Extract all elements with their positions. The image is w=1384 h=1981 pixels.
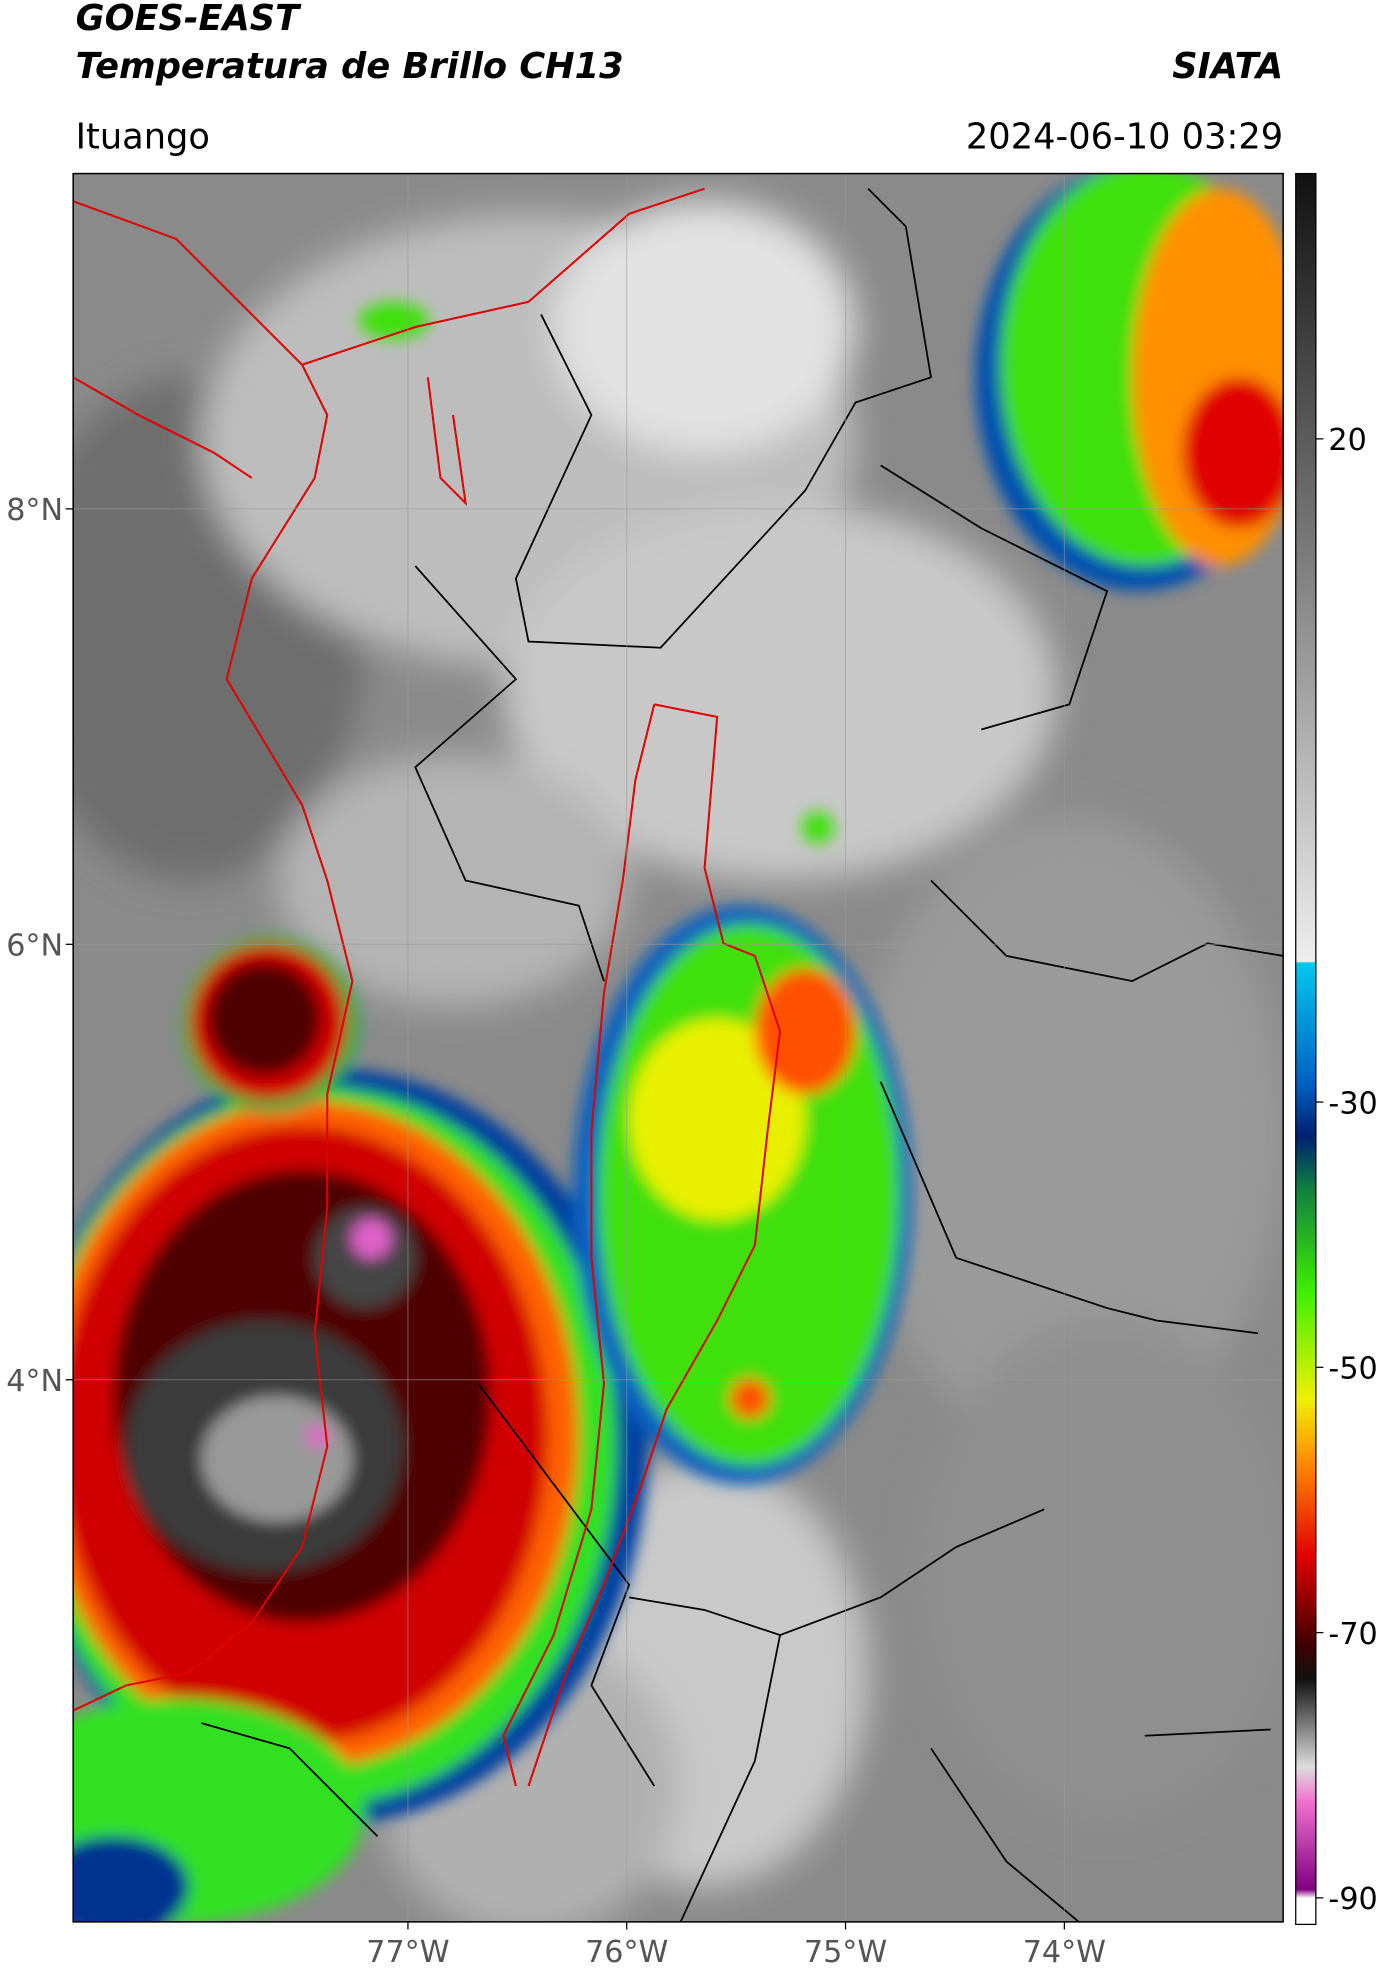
datetime: 2024-06-10 03:29: [966, 116, 1283, 157]
satellite-image: [73, 173, 1284, 1922]
coastline: [73, 187, 782, 1787]
y-tick-label: 6°N: [6, 929, 63, 964]
colorbar-tick-label: -90: [1328, 1882, 1377, 1917]
title: GOES-EAST: [76, 0, 302, 39]
grid: [73, 173, 1284, 1922]
y-tick-label: 8°N: [6, 493, 63, 528]
x-tick-label: 74°W: [1023, 1935, 1106, 1970]
x-tick-label: 75°W: [804, 1935, 887, 1970]
colorbar: [1295, 172, 1317, 1926]
colorbar-tick-label: 20: [1328, 423, 1366, 458]
y-tick-label: 4°N: [6, 1364, 63, 1399]
colorbar-tick-label: -70: [1328, 1617, 1377, 1652]
subtitle: Temperatura de Brillo CH13: [76, 46, 624, 87]
source: SIATA: [1172, 46, 1283, 87]
map-frame: [72, 172, 1284, 1923]
location: Ituango: [76, 116, 210, 157]
x-tick-label: 77°W: [366, 1935, 449, 1970]
colorbar-tick-label: -30: [1328, 1086, 1377, 1121]
colorbar-tick-label: -50: [1328, 1352, 1377, 1387]
boundaries: [201, 188, 1284, 1922]
x-tick-label: 76°W: [585, 1935, 668, 1970]
